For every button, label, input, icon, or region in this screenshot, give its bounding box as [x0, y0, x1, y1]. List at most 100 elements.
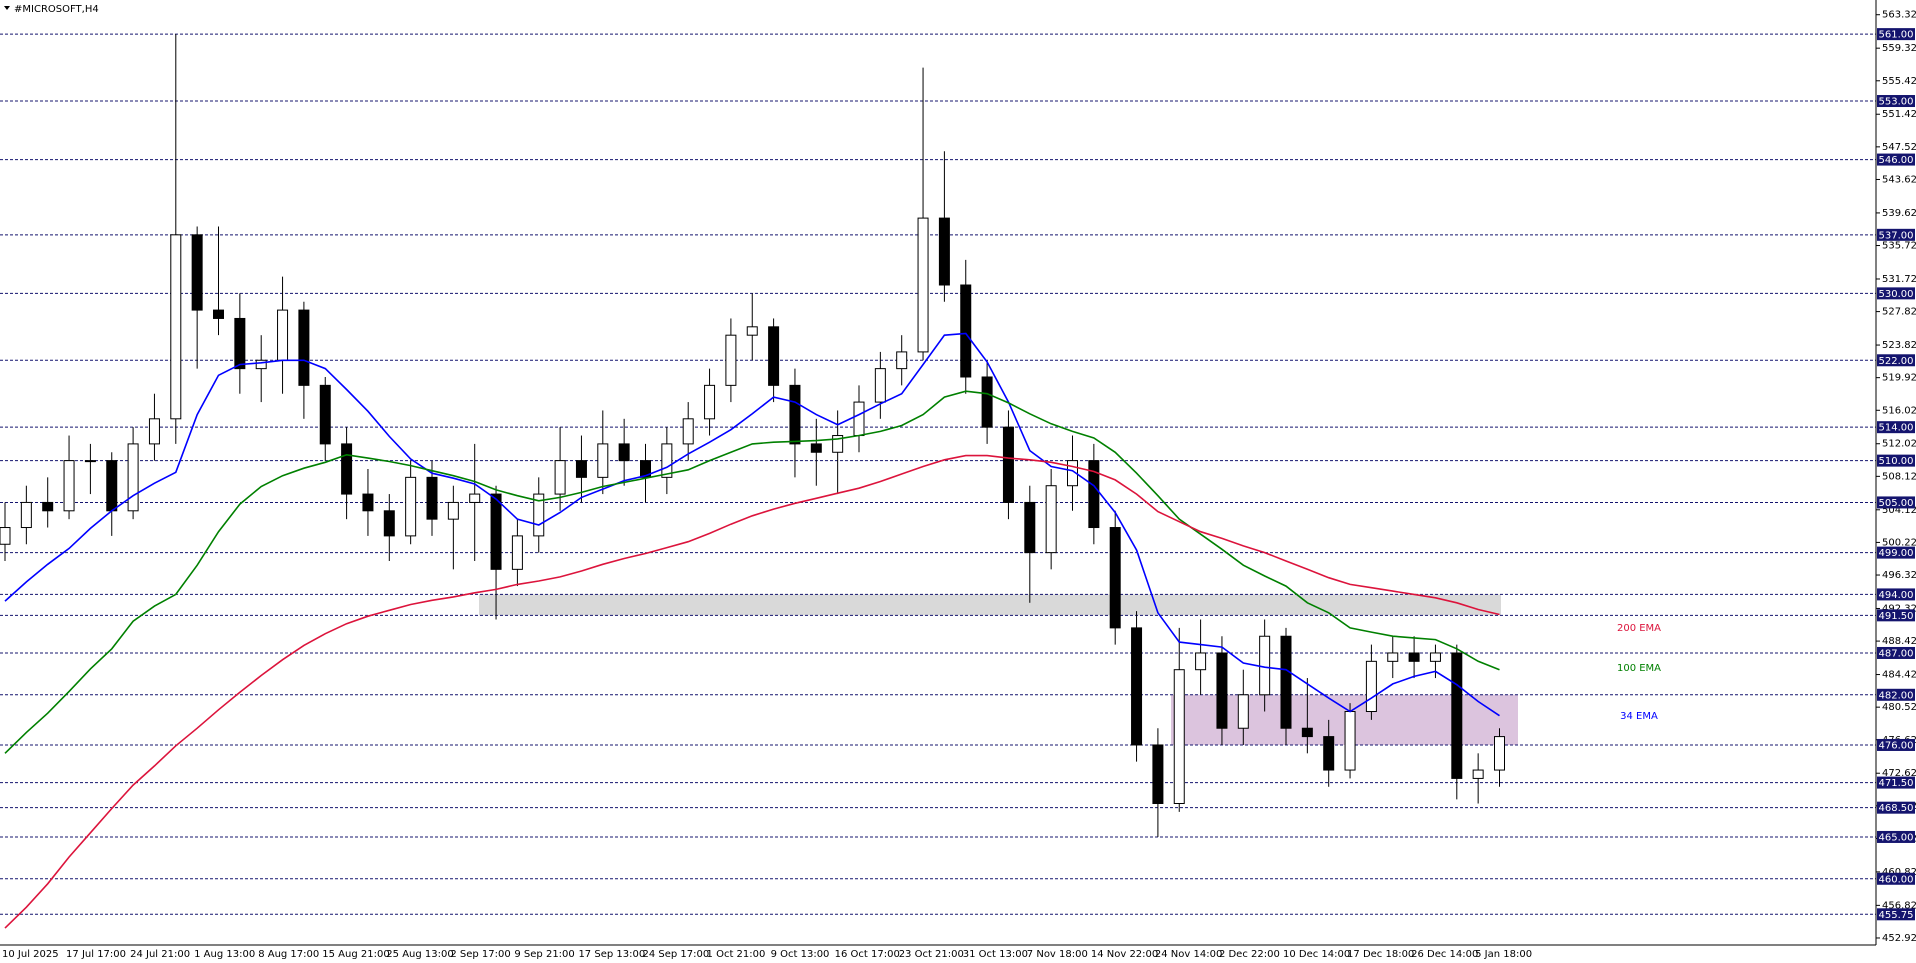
series-label: 100 EMA	[1617, 663, 1661, 674]
level-label: 546.00	[1879, 155, 1914, 166]
candle-body	[1387, 652, 1399, 662]
x-tick-label: 25 Aug 13:00	[386, 949, 453, 960]
series-label: 200 EMA	[1617, 623, 1661, 634]
candle-body	[1045, 485, 1057, 554]
candle-body	[319, 384, 331, 445]
candle-body	[362, 493, 374, 512]
level-label-box	[1877, 287, 1915, 300]
candle-body	[213, 309, 224, 319]
candle-body	[768, 326, 780, 386]
level-label-box	[1877, 454, 1915, 467]
x-tick-label: 1 Oct 21:00	[707, 949, 766, 960]
y-tick-label: 551.42	[1882, 109, 1916, 120]
x-tick-label: 24 Nov 14:00	[1155, 949, 1222, 960]
ema-line	[4, 390, 1500, 754]
candle-body	[874, 368, 886, 403]
level-label: 537.00	[1879, 230, 1914, 241]
level-label-box	[1877, 688, 1915, 701]
candle-body	[191, 234, 203, 311]
candle-body	[661, 443, 673, 478]
candle-body	[1173, 669, 1185, 805]
candle-body	[1344, 711, 1356, 771]
plot: 34 EMA 100 EMA 200 EMA	[0, 33, 1876, 929]
y-tick-label: 496.32	[1882, 570, 1916, 581]
x-tick-label: 2 Sep 17:00	[450, 949, 510, 960]
y-tick-label: 543.62	[1882, 174, 1916, 185]
series-label: 34 EMA	[1620, 711, 1658, 722]
candle-body	[575, 460, 587, 478]
x-tick-label: 10 Jul 2025	[2, 949, 59, 960]
x-tick-label: 24 Jul 21:00	[130, 949, 190, 960]
y-tick-label: 488.42	[1882, 636, 1916, 647]
y-tick-label: 527.82	[1882, 307, 1916, 318]
level-label: 455.75	[1879, 910, 1914, 921]
candle-body	[789, 384, 801, 445]
candle-body	[298, 309, 310, 386]
candle-body	[63, 460, 75, 512]
level-label-box	[1877, 546, 1915, 559]
candle-body	[1280, 635, 1292, 729]
y-tick-label: 512.02	[1882, 439, 1916, 450]
level-label: 522.00	[1879, 356, 1914, 367]
y-tick-label: 508.12	[1882, 471, 1916, 482]
candle-body	[20, 501, 32, 529]
level-label-box	[1877, 421, 1915, 434]
candle-body	[148, 418, 160, 445]
y-tick-label: 460.82	[1882, 867, 1916, 878]
candle-body	[84, 460, 96, 463]
level-label: 471.50	[1879, 778, 1914, 789]
candle-body	[511, 535, 523, 570]
x-tick-label: 5 Jan 18:00	[1475, 949, 1532, 960]
chart-title: #MICROSOFT,H4	[14, 4, 99, 15]
candle-body	[554, 460, 566, 495]
candle-body	[1024, 501, 1036, 554]
candle-body	[1429, 652, 1441, 662]
candle-body	[704, 384, 716, 420]
zone	[479, 594, 1501, 616]
x-tick-label: 1 Aug 13:00	[194, 949, 255, 960]
candle-body	[1195, 652, 1207, 671]
candle-body	[960, 284, 972, 378]
y-tick-label: 504.12	[1882, 505, 1916, 516]
level-label-box	[1877, 588, 1915, 601]
level-label: 482.00	[1879, 690, 1914, 701]
x-tick-label: 24 Sep 17:00	[643, 949, 710, 960]
level-label-box	[1877, 354, 1915, 367]
candle-body	[853, 401, 865, 437]
x-tick-label: 8 Aug 17:00	[258, 949, 319, 960]
candle-body	[42, 501, 54, 512]
x-tick-label: 15 Aug 21:00	[322, 949, 389, 960]
y-tick-label: 559.32	[1882, 43, 1916, 54]
candle-body	[0, 527, 11, 545]
ema-line	[4, 332, 1500, 717]
candle-body	[1408, 652, 1420, 662]
candle-body	[1259, 635, 1271, 696]
candle-body	[810, 443, 822, 453]
y-tick-label: 472.62	[1882, 768, 1916, 779]
y-tick-label: 539.62	[1882, 208, 1916, 219]
candle-body	[490, 493, 502, 570]
level-label-box	[1877, 609, 1915, 622]
y-tick-label: 535.72	[1882, 241, 1916, 252]
x-tick-label: 9 Oct 13:00	[771, 949, 830, 960]
candle-body	[405, 476, 417, 537]
candle-body	[341, 443, 353, 495]
candle-body	[255, 359, 267, 370]
candle-body	[640, 460, 651, 478]
level-label: 460.00	[1879, 874, 1914, 885]
level-label: 491.50	[1879, 611, 1914, 622]
ema-line	[4, 454, 1500, 929]
level-label: 465.00	[1879, 832, 1914, 843]
candle-body	[832, 435, 844, 453]
level-label: 510.00	[1879, 456, 1914, 467]
candle-body	[1131, 627, 1143, 746]
candle-body	[533, 493, 545, 537]
x-tick-label: 2 Dec 22:00	[1219, 949, 1280, 960]
candle-body	[1152, 744, 1164, 805]
candle-body	[597, 443, 609, 478]
menu-triangle[interactable]	[4, 6, 10, 10]
level-label-box	[1877, 228, 1915, 241]
x-tick-label: 26 Dec 14:00	[1411, 949, 1478, 960]
level-label-box	[1877, 830, 1915, 843]
